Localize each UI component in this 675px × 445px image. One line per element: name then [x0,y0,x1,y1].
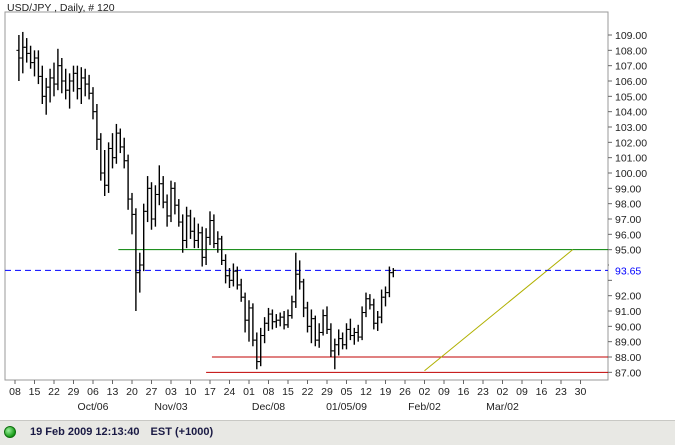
x-tick-label: 03 [165,386,177,398]
plot-area [4,11,609,381]
x-tick-label: 13 [107,386,119,398]
y-tick-label: 101.00 [615,153,647,165]
ohlc-bar [390,268,396,278]
y-tick-label: 100.00 [615,168,647,180]
x-tick-label: 29 [321,386,333,398]
y-tick-label: 107.00 [615,61,647,73]
month-label: Dec/08 [252,401,285,413]
x-tick-label: 27 [146,386,158,398]
y-tick-label: 87.00 [615,367,641,379]
x-tick-label: 22 [48,386,60,398]
month-label: Mar/02 [486,401,519,413]
trend-line [424,249,574,372]
y-tick-label: 88.00 [615,352,641,364]
x-tick-label: 23 [477,386,489,398]
y-tick-label: 109.00 [615,30,647,42]
current-price-label: 93.65 [615,265,641,277]
y-tick-label: 91.00 [615,306,641,318]
month-label: Nov/03 [154,401,187,413]
month-label: Oct/06 [78,401,109,413]
x-tick-label: 22 [302,386,314,398]
y-tick-label: 103.00 [615,122,647,134]
connection-status-icon [4,426,16,438]
y-tick-label: 99.00 [615,183,641,195]
x-tick-label: 08 [9,386,21,398]
x-tick-label: 06 [87,386,99,398]
status-text: 19 Feb 2009 12:13:40 EST (+1000) [30,426,221,438]
x-tick-label: 09 [438,386,450,398]
x-tick-label: 17 [204,386,216,398]
y-tick-label: 90.00 [615,321,641,333]
x-tick-label: 09 [516,386,528,398]
x-tick-label: 05 [341,386,353,398]
y-tick-label: 102.00 [615,137,647,149]
x-tick-label: 02 [497,386,509,398]
y-tick-label: 92.00 [615,291,641,303]
x-tick-label: 24 [224,386,236,398]
status-timezone: EST (+1000) [150,426,214,438]
x-tick-label: 12 [360,386,372,398]
y-tick-label: 108.00 [615,45,647,57]
chart-title: USD/JPY , Daily, # 120 [7,2,115,14]
x-tick-label: 10 [185,386,197,398]
current-price-label-bg [609,263,661,278]
x-tick-label: 23 [555,386,567,398]
x-tick-label: 01 [243,386,255,398]
x-tick-label: 02 [419,386,431,398]
x-tick-label: 16 [536,386,548,398]
status-datetime: 19 Feb 2009 12:13:40 [30,426,140,438]
x-tick-label: 29 [68,386,80,398]
y-tick-label: 89.00 [615,337,641,349]
x-tick-label: 15 [282,386,294,398]
y-tick-label: 96.00 [615,229,641,241]
x-tick-label: 16 [458,386,470,398]
y-tick-label: 104.00 [615,107,647,119]
x-tick-label: 26 [399,386,411,398]
y-tick-label: 98.00 [615,199,641,211]
x-tick-label: 15 [29,386,41,398]
month-label: Feb/02 [408,401,441,413]
x-tick-label: 19 [380,386,392,398]
y-tick-label: 97.00 [615,214,641,226]
x-tick-label: 08 [263,386,275,398]
x-tick-label: 20 [126,386,138,398]
y-tick-label: 95.00 [615,245,641,257]
x-tick-label: 30 [575,386,587,398]
y-tick-label: 105.00 [615,91,647,103]
month-label: 01/05/09 [326,401,367,413]
status-bar: 19 Feb 2009 12:13:40 EST (+1000) [0,420,675,445]
y-tick-label: 106.00 [615,76,647,88]
